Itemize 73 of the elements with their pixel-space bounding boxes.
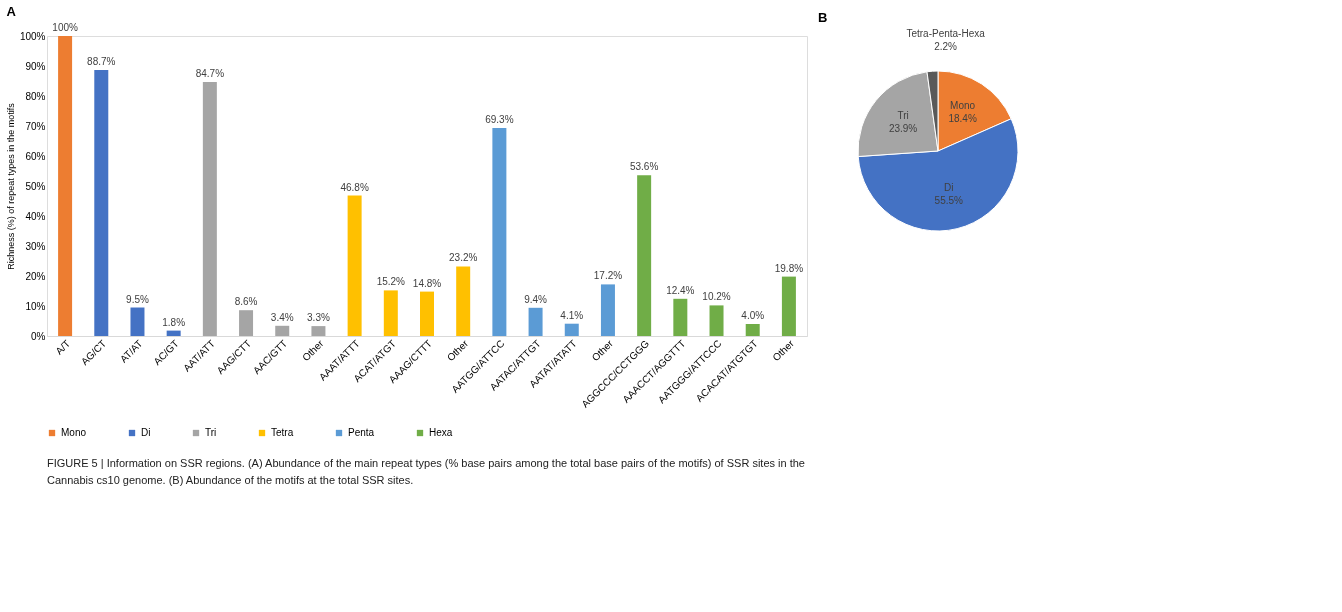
bar xyxy=(492,128,507,336)
bar xyxy=(745,324,760,336)
bar xyxy=(347,195,362,336)
data-label: 23.9% xyxy=(888,122,918,134)
legend-label: Tri xyxy=(205,427,217,438)
data-label: 4.1% xyxy=(560,309,584,321)
y-tick-label: 60% xyxy=(25,150,46,162)
legend-label: Penta xyxy=(348,427,375,438)
bar xyxy=(420,291,434,336)
y-tick-label: 10% xyxy=(25,300,46,312)
data-label: 3.3% xyxy=(307,312,330,324)
bar xyxy=(130,307,145,336)
y-tick-label: 40% xyxy=(25,210,46,222)
y-tick-label: 50% xyxy=(25,180,46,192)
caption: FIGURE 5 | Information on SSR regions. (A) Abundance of the main repeat types (% base pairs among the total base pairs of the motifs) of SSR sites in the xyxy=(47,456,805,469)
bar xyxy=(528,307,543,336)
y-axis-title: Richness (%) of repeat types in the motifs xyxy=(5,102,16,270)
y-tick-label: 20% xyxy=(25,270,46,282)
bar xyxy=(94,69,109,336)
data-label: 19.8% xyxy=(774,262,804,274)
chart-title: B xyxy=(818,10,828,26)
data-label: 12.4% xyxy=(666,284,695,296)
data-label: 9.4% xyxy=(524,293,548,305)
text: Cannabis cs10 genome. (B) Abundance of the motifs at the total SSR sites. xyxy=(47,473,414,486)
data-label: 53.6% xyxy=(629,161,659,173)
bar xyxy=(781,276,796,336)
y-tick-label: 70% xyxy=(25,120,46,132)
data-label: 1.8% xyxy=(162,316,186,328)
data-label: 100% xyxy=(52,22,78,33)
bar xyxy=(709,305,724,336)
bar xyxy=(383,290,398,336)
bar xyxy=(166,330,181,336)
y-tick-label: 0% xyxy=(31,330,46,342)
data-label: 9.5% xyxy=(126,293,149,305)
data-label: 69.3% xyxy=(485,114,514,126)
y-tick-label: 100% xyxy=(19,30,46,42)
data-label: 55.5% xyxy=(934,194,964,206)
legend-label: Di xyxy=(141,427,151,438)
bar xyxy=(564,323,579,336)
data-label: 84.7% xyxy=(195,67,225,79)
bar xyxy=(600,284,615,336)
bar xyxy=(673,298,688,336)
x-tick-label: A/T xyxy=(53,337,73,357)
data-label: 4.0% xyxy=(741,310,765,321)
slice-label: Di xyxy=(944,181,954,193)
bar xyxy=(239,310,254,336)
bar xyxy=(58,36,73,336)
data-label: 18.4% xyxy=(948,113,977,125)
y-tick-label: 30% xyxy=(25,240,46,252)
data-label: 8.6% xyxy=(234,296,258,308)
bar xyxy=(637,175,652,336)
data-label: 88.7% xyxy=(87,55,116,67)
bar xyxy=(311,326,326,336)
chart-title: A xyxy=(6,4,17,19)
data-label: 46.8% xyxy=(340,181,369,193)
data-label: 17.2% xyxy=(593,270,623,282)
data-label: 3.4% xyxy=(270,311,294,323)
legend-label: Hexa xyxy=(429,427,453,438)
data-label: 14.8% xyxy=(412,277,442,289)
slice-label: Tri xyxy=(897,109,909,121)
slice-label: Mono xyxy=(950,100,976,112)
bar xyxy=(202,81,217,336)
bar xyxy=(275,325,290,336)
y-tick-label: 90% xyxy=(25,60,46,72)
data-label: 23.2% xyxy=(449,252,478,264)
legend-label: Tetra xyxy=(271,427,294,438)
data-label: 2.2% xyxy=(934,41,958,53)
bar xyxy=(456,266,471,336)
slice-label: Tetra-Penta-Hexa xyxy=(906,28,986,40)
legend-label: Mono xyxy=(61,427,87,438)
data-label: 15.2% xyxy=(376,276,406,288)
y-tick-label: 80% xyxy=(25,90,46,102)
data-label: 10.2% xyxy=(702,291,731,303)
